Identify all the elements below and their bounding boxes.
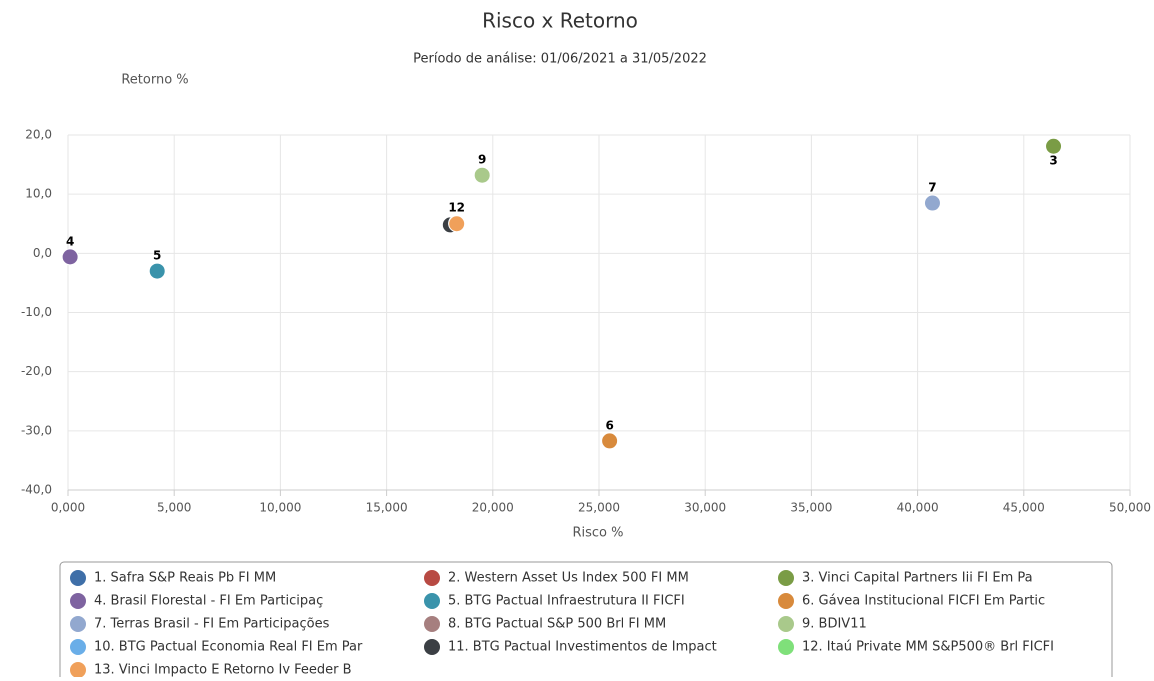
x-tick-label: 50,000: [1109, 501, 1151, 515]
y-tick-label: 0,0: [33, 246, 52, 260]
point: [1045, 137, 1063, 155]
y-tick-label: -40,0: [21, 483, 52, 497]
y-tick-label: -30,0: [21, 423, 52, 437]
x-tick-label: 5,000: [157, 501, 191, 515]
x-tick-label: 25,000: [578, 501, 620, 515]
legend-marker: [424, 639, 440, 655]
legend-label: 10. BTG Pactual Economia Real FI Em Par: [94, 640, 363, 655]
data-label: 9: [478, 153, 486, 167]
y-tick-label: 20,0: [25, 128, 52, 142]
x-tick-label: 15,000: [366, 501, 408, 515]
chart-subtitle: Período de análise: 01/06/2021 a 31/05/2…: [413, 52, 707, 67]
legend-marker: [778, 616, 794, 632]
x-tick-label: 35,000: [790, 501, 832, 515]
x-axis-label: Risco %: [572, 526, 623, 541]
legend-label: 4. Brasil Florestal - FI Em Participaç: [94, 594, 323, 609]
legend-label: 7. Terras Brasil - FI Em Participações: [94, 617, 330, 632]
legend-marker: [424, 570, 440, 586]
legend-label: 3. Vinci Capital Partners Iii FI Em Pa: [802, 571, 1033, 586]
point: [923, 194, 941, 212]
legend-marker: [424, 593, 440, 609]
data-label: 4: [66, 234, 74, 248]
legend-marker: [424, 616, 440, 632]
y-axis-label: Retorno %: [121, 73, 188, 88]
legend-marker: [778, 570, 794, 586]
legend-label: 2. Western Asset Us Index 500 FI MM: [448, 571, 689, 586]
legend-label: 6. Gávea Institucional FICFI Em Partic: [802, 594, 1045, 609]
point: [61, 248, 79, 266]
legend-box: [59, 561, 1113, 681]
y-tick-label: -10,0: [21, 305, 52, 319]
x-tick-label: 30,000: [684, 501, 726, 515]
point: [601, 432, 619, 450]
x-tick-label: 20,000: [472, 501, 514, 515]
legend-label: 8. BTG Pactual S&P 500 Brl FI MM: [448, 617, 666, 632]
legend-label: 9. BDIV11: [802, 617, 867, 632]
x-tick-label: 45,000: [1003, 501, 1045, 515]
point: [148, 262, 166, 280]
legend-label: 11. BTG Pactual Investimentos de Impact: [448, 640, 717, 655]
legend-label: 5. BTG Pactual Infraestrutura II FICFI: [448, 594, 685, 609]
data-label: 5: [153, 249, 161, 263]
data-label: 3: [1049, 154, 1057, 168]
x-tick-label: 40,000: [897, 501, 939, 515]
point: [448, 215, 466, 233]
y-tick-label: 10,0: [25, 187, 52, 201]
legend-marker: [70, 593, 86, 609]
data-label: 6: [605, 418, 613, 432]
legend-label: 12. Itaú Private MM S&P500® Brl FICFI: [802, 640, 1054, 655]
legend-label: 13. Vinci Impacto E Retorno Iv Feeder B: [94, 663, 352, 678]
legend-marker: [70, 616, 86, 632]
legend-marker: [778, 639, 794, 655]
y-tick-label: -20,0: [21, 364, 52, 378]
x-tick-label: 10,000: [259, 501, 301, 515]
legend-label: 1. Safra S&P Reais Pb FI MM: [94, 571, 276, 586]
point: [473, 166, 491, 184]
data-label: 7: [928, 181, 936, 195]
legend-marker: [70, 639, 86, 655]
legend-marker: [778, 593, 794, 609]
legend-marker: [70, 570, 86, 586]
data-label: 12: [448, 201, 465, 215]
x-tick-label: 0,000: [51, 501, 85, 515]
legend-marker: [70, 662, 86, 678]
chart-title: Risco x Retorno: [482, 9, 638, 33]
